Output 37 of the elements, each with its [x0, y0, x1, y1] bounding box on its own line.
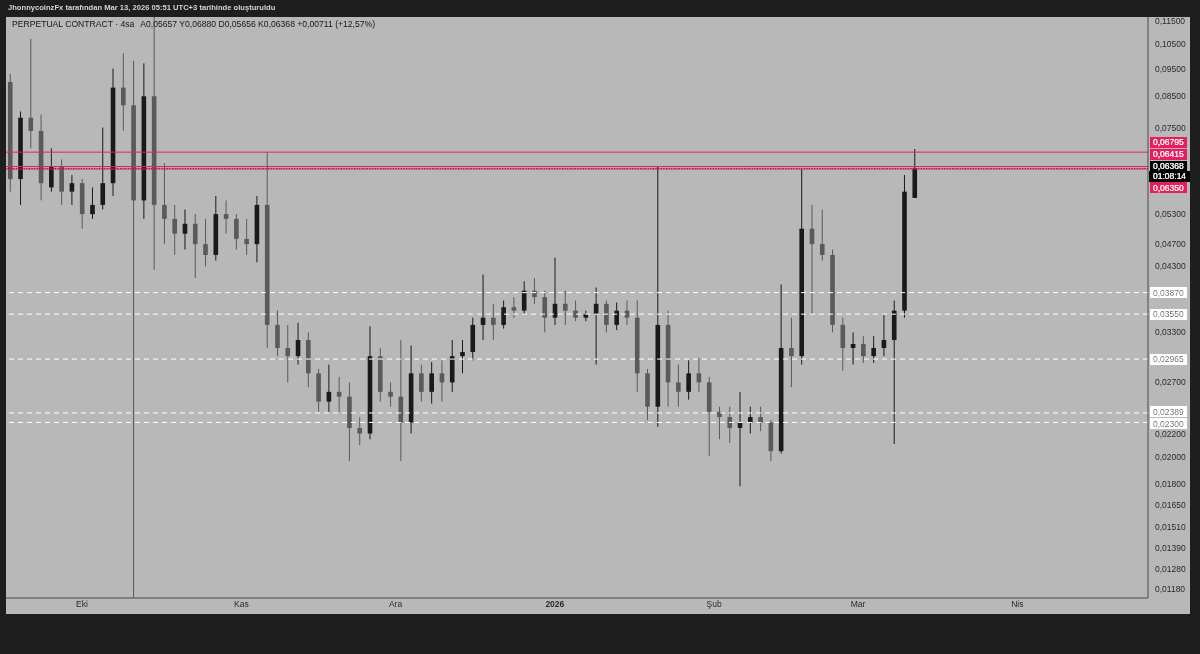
ref-line-label: 0,06795: [1153, 137, 1184, 148]
y-tick-label: 0,08500: [1155, 91, 1186, 102]
y-tick-label: 0,03300: [1155, 327, 1186, 338]
y-tick-label: 0,02200: [1155, 428, 1186, 439]
x-tick-label: Kas: [234, 599, 249, 610]
y-tick-label: 0,02700: [1155, 377, 1186, 388]
ref-line-label: 0,02389: [1153, 406, 1184, 417]
y-tick-label: 0,04700: [1155, 239, 1186, 250]
x-tick-label: Nis: [1011, 599, 1024, 610]
y-tick-label: 0,07500: [1155, 122, 1186, 133]
ref-line-label: 0,02300: [1153, 418, 1184, 429]
y-tick-label: 0,02000: [1155, 452, 1186, 463]
chart-title: PERPETUAL CONTRACT · 4sa: [12, 19, 135, 29]
ref-line-label: 0,02965: [1153, 354, 1184, 365]
x-tick-label: Ara: [388, 599, 403, 610]
ref-line-label: 0,03550: [1153, 309, 1184, 320]
y-tick-label: 0,10500: [1155, 38, 1186, 49]
y-tick-label: 0,05300: [1155, 209, 1186, 220]
ref-line-label: 0,06415: [1153, 149, 1184, 160]
y-tick-label: 0,01180: [1155, 583, 1186, 594]
y-tick-label: 0,09500: [1155, 63, 1186, 74]
text: 01:08:14: [1153, 171, 1187, 182]
y-tick-label: 0,11500: [1155, 15, 1186, 26]
y-tick-label: 0,01390: [1155, 543, 1186, 554]
y-tick-label: 0,01510: [1155, 522, 1186, 533]
annotation: A0,05657 Y0,06880 D0,05656 K0,06368 +0,00711 (+12,57%): [140, 19, 376, 29]
y-tick-label: 0,01800: [1155, 478, 1186, 489]
y-tick-label: 0,01650: [1155, 500, 1186, 511]
ref-line-label: 0,03870: [1153, 287, 1184, 298]
y-tick-label: 0,04300: [1155, 261, 1186, 272]
y-tick-label: 0,01280: [1155, 563, 1186, 574]
ref-line-label: 0,06350: [1153, 182, 1184, 193]
x-tick-label: Mar: [850, 599, 866, 610]
ref-line-label: 0,06368: [1153, 161, 1184, 172]
x-tick-label: 2026: [545, 599, 565, 610]
x-tick-label: Eki: [76, 599, 89, 610]
x-tick-label: Şub: [706, 599, 722, 610]
